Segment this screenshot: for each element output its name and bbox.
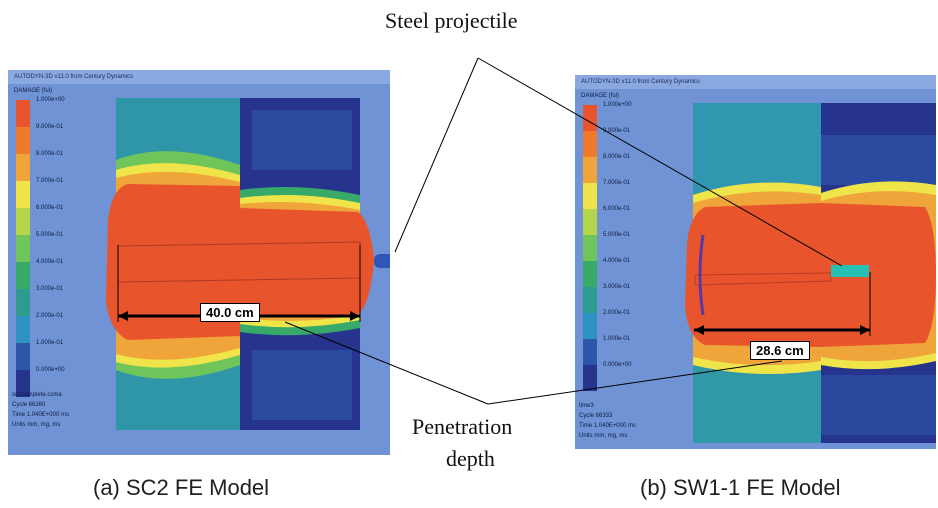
legend-label: 1.000e+00 [36,97,65,103]
legend-label: 4.000e-01 [603,258,631,264]
info-line: Cycle 66333 [579,413,613,419]
penetration-annotation-line1: Penetration [412,414,513,439]
legend-swatch [16,289,30,316]
legend-label: 8.000e-01 [603,154,631,160]
legend-label: 5.000e-01 [603,232,631,238]
legend-swatch [583,313,597,339]
legend-label: 6.000e-01 [36,205,64,211]
legend-label: 2.000e-01 [603,310,631,316]
panel-sc2-model: AUTODYN-3D v11.0 from Century Dynamics D… [8,70,390,455]
legend-label: 5.000e-01 [36,232,64,238]
legend-label: 8.000e-01 [36,151,64,157]
legend-swatch [583,365,597,391]
legend-title: DAMAGE (ful) [14,88,53,94]
legend-label: 3.000e-01 [603,284,631,290]
legend-swatch [583,131,597,157]
projectile-annotation: Steel projectile [385,8,518,33]
damage-contour-field [685,103,936,443]
legend-swatch [16,316,30,343]
depth-label-b: 28.6 cm [750,341,810,360]
depth-label-a: 40.0 cm [200,303,260,322]
legend-label: 3.000e-01 [36,286,64,292]
legend-label: 2.000e-01 [36,313,64,319]
legend-label: 0.000e+00 [603,362,632,368]
info-line: Units mm, mg, ms [12,422,61,428]
legend-swatch [583,261,597,287]
legend-swatch [583,235,597,261]
legend-swatch [16,370,30,397]
legend-swatch [16,100,30,127]
legend-swatch [583,339,597,365]
legend-swatch [16,154,30,181]
penetration-pointer-line-a [284,321,489,405]
legend-title: DAMAGE (ful) [581,93,620,99]
info-line: Cycle 66160 [12,402,46,408]
projectile-pointer-line-a [394,57,479,253]
info-line: Time 1.040E+000 ms [579,423,636,429]
legend-swatch [16,235,30,262]
legend-swatch [16,127,30,154]
projectile-pointer-line-b [477,57,843,267]
legend-swatch [583,157,597,183]
caption-a: (a) SC2 FE Model [93,475,270,500]
legend-swatch [583,183,597,209]
depth-arrow-b [694,272,871,336]
info-line: Time 1.040E+000 ms [12,412,69,418]
info-line: sc2complete.csma [12,392,62,398]
info-line: Units mm, mg, ms [579,433,628,439]
panel-header: AUTODYN-3D v11.0 from Century Dynamics [8,70,390,84]
legend-label: 6.000e-01 [603,206,631,212]
penetration-annotation-line2: depth [446,446,495,471]
legend-label: 1.000e+00 [603,102,632,108]
legend-label: 4.000e-01 [36,259,64,265]
legend-label: 1.000e-01 [36,340,64,346]
legend-swatch [583,209,597,235]
legend-swatch [16,343,30,370]
legend-swatch [16,181,30,208]
legend-swatch [16,262,30,289]
legend-label: 9.000e-01 [603,128,631,134]
caption-b: (b) SW1-1 FE Model [640,475,841,500]
legend-label: 7.000e-01 [603,180,631,186]
legend-label: 0.000e+00 [36,367,65,373]
panel-header: AUTODYN-3D v11.0 from Century Dynamics [575,75,936,89]
legend-swatch [583,287,597,313]
legend-label: 7.000e-01 [36,178,64,184]
legend-label: 1.000e-01 [603,336,631,342]
panel-sw1-model: AUTODYN-3D v11.0 from Century Dynamics D… [575,75,936,449]
legend-label: 9.000e-01 [36,124,64,130]
penetration-pointer-line-b [487,360,783,405]
legend-colorbar [16,100,30,397]
damage-contour-field [106,98,390,430]
info-line: time3 [579,403,594,409]
legend-swatch [16,208,30,235]
